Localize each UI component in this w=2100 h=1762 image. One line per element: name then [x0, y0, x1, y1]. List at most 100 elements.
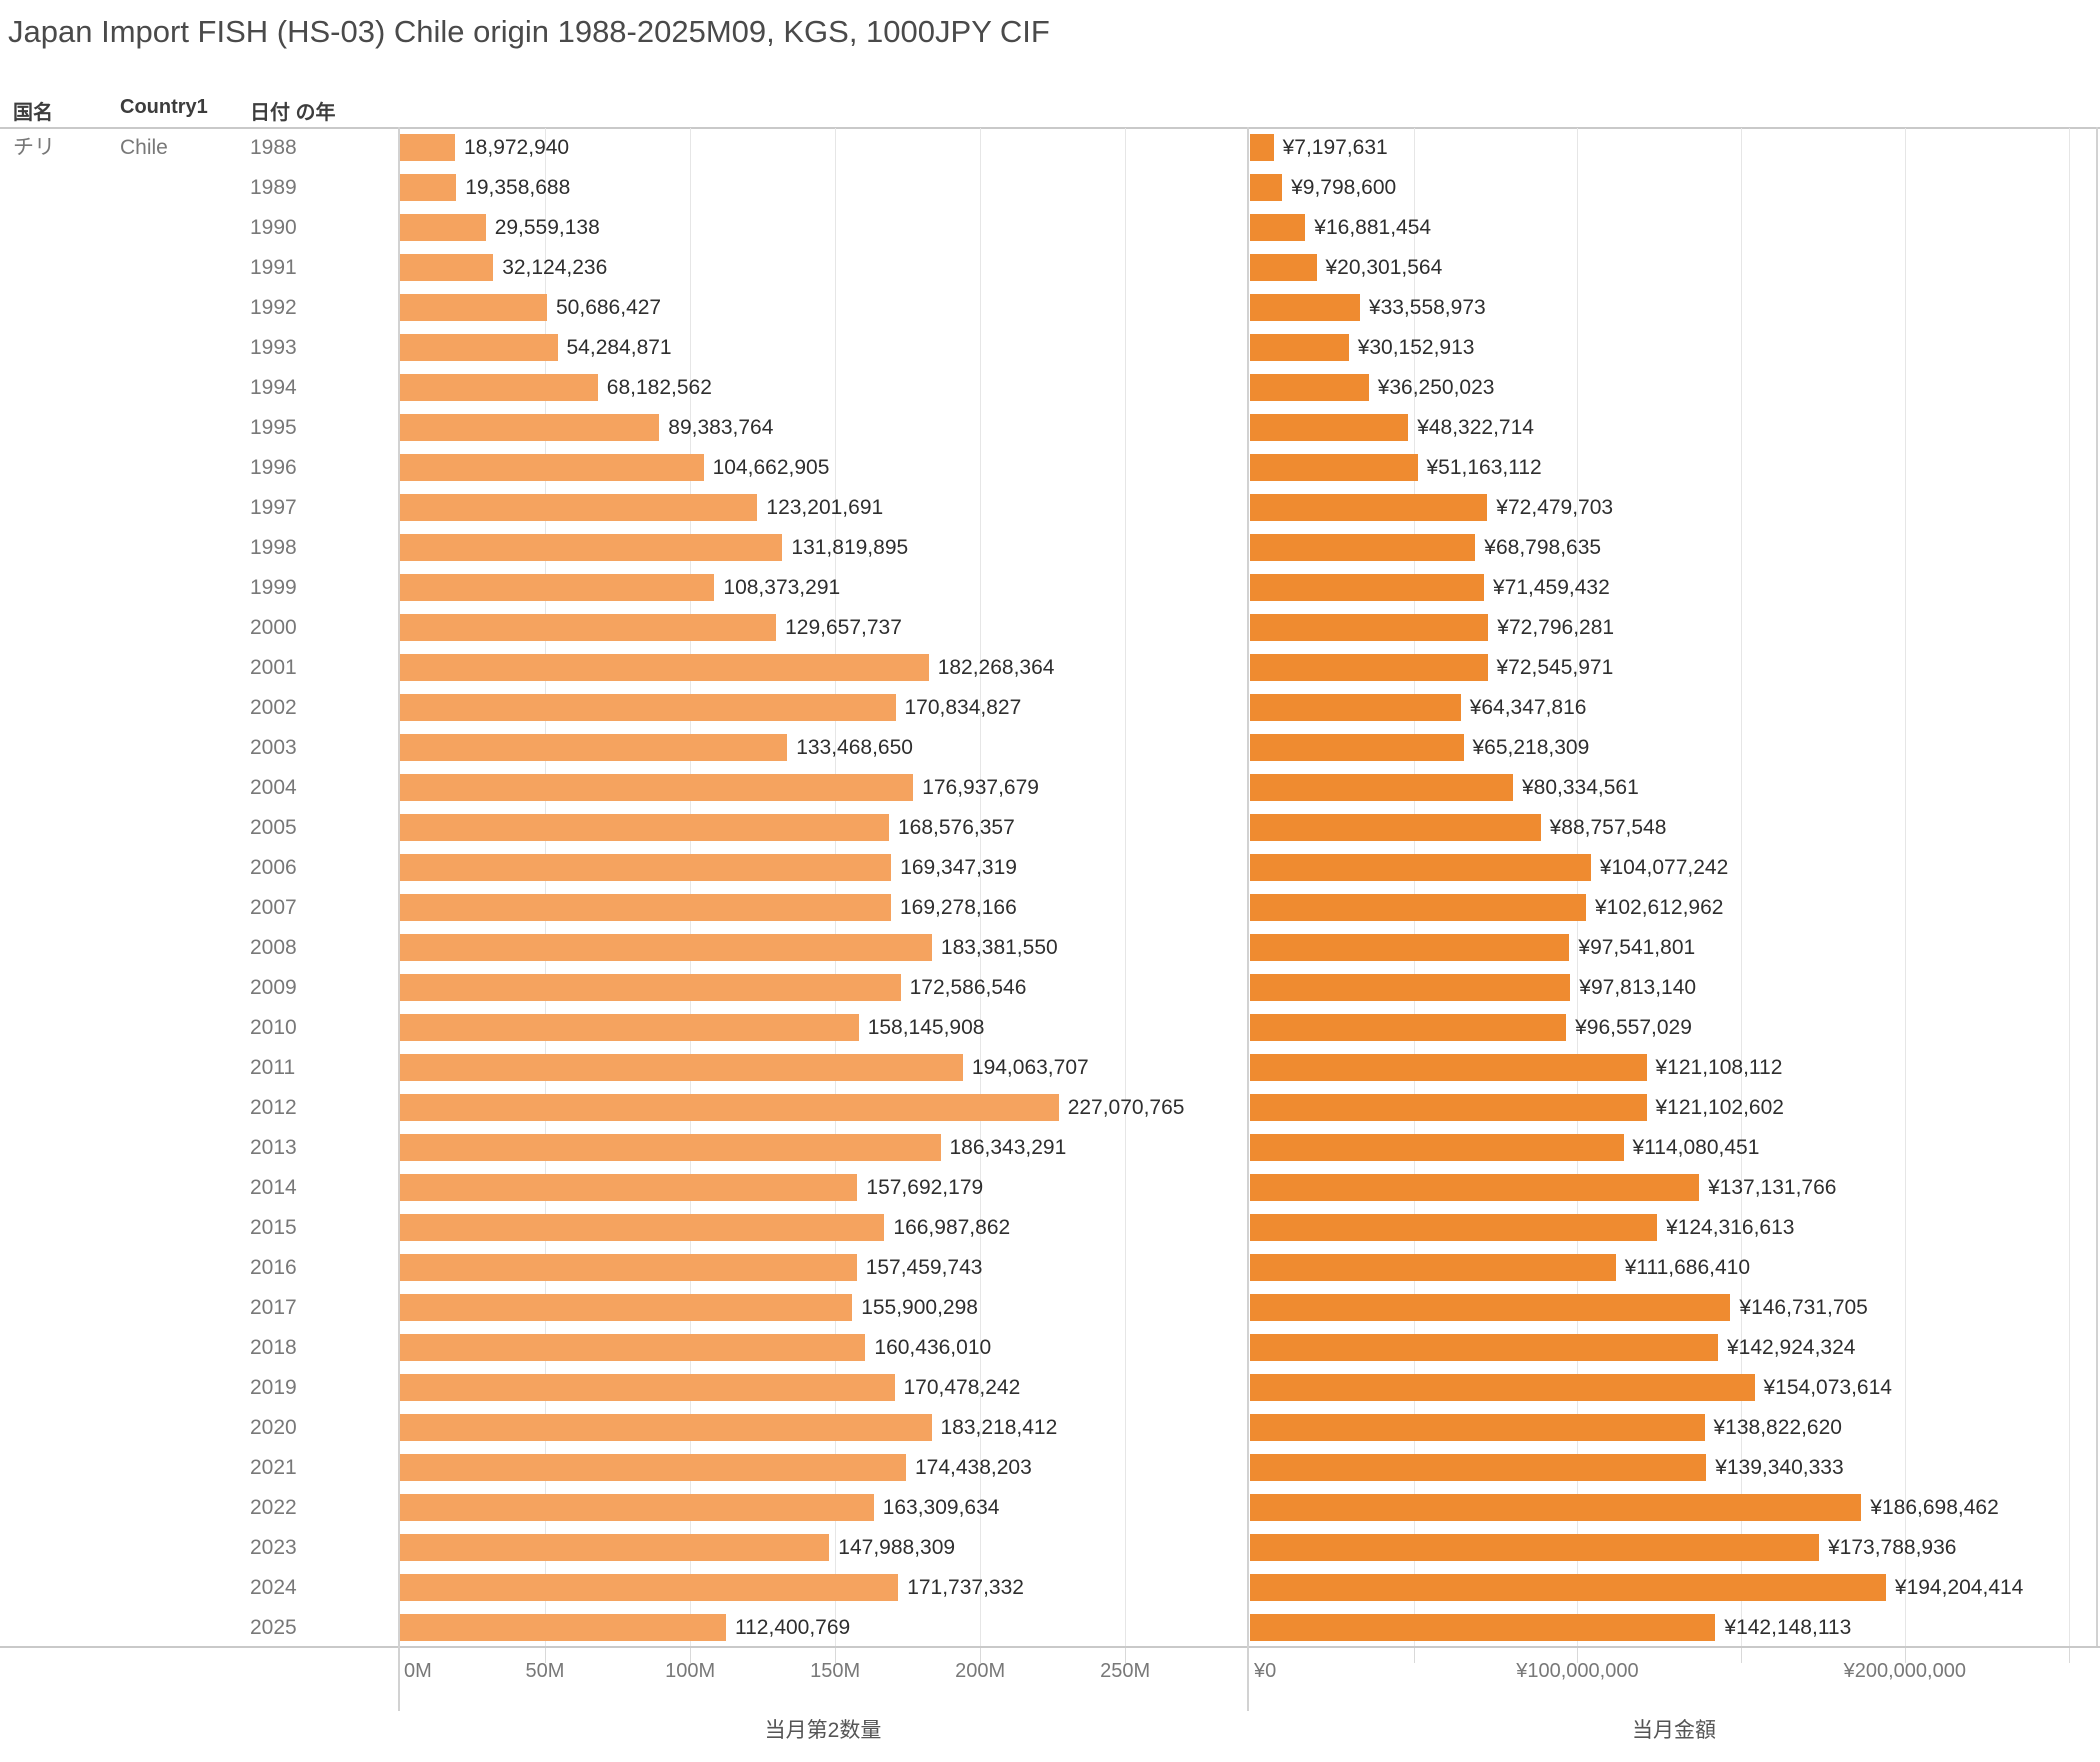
- qty-bar[interactable]: [400, 1414, 932, 1441]
- amount-bar[interactable]: [1250, 1254, 1616, 1281]
- qty-bar[interactable]: [400, 1174, 858, 1201]
- qty-bar[interactable]: [400, 1294, 853, 1321]
- qty-bar[interactable]: [400, 1454, 906, 1481]
- qty-bar[interactable]: [400, 814, 889, 841]
- table-row: 1992 50,686,427 ¥33,558,973: [0, 288, 2100, 328]
- amount-bar[interactable]: [1250, 1174, 1699, 1201]
- qty-bar[interactable]: [400, 534, 783, 561]
- qty-bar[interactable]: [400, 334, 558, 361]
- amount-bar[interactable]: [1250, 1614, 1716, 1641]
- table-row: 2018 160,436,010 ¥142,924,324: [0, 1328, 2100, 1368]
- amount-bar[interactable]: [1250, 134, 1274, 161]
- amount-bar[interactable]: [1250, 174, 1283, 201]
- amount-bar[interactable]: [1250, 1454, 1707, 1481]
- qty-bar[interactable]: [400, 374, 598, 401]
- amount-bar[interactable]: [1250, 894, 1586, 921]
- amount-bar[interactable]: [1250, 334, 1349, 361]
- qty-bar[interactable]: [400, 1094, 1059, 1121]
- amount-bar[interactable]: [1250, 774, 1513, 801]
- amount-bar[interactable]: [1250, 1534, 1819, 1561]
- charts-separator: [1247, 127, 1249, 1711]
- qty-bar[interactable]: [400, 934, 932, 961]
- year-label: 2023: [250, 1536, 297, 1559]
- qty-bar[interactable]: [400, 454, 704, 481]
- year-label: 2002: [250, 696, 297, 719]
- amount-bar[interactable]: [1250, 614, 1489, 641]
- qty-bar[interactable]: [400, 894, 891, 921]
- qty-value-label: 32,124,236: [502, 256, 608, 279]
- qty-bar[interactable]: [400, 734, 788, 761]
- amount-bar[interactable]: [1250, 1574, 1886, 1601]
- qty-bar[interactable]: [400, 294, 547, 321]
- table-row: 2016 157,459,743 ¥111,686,410: [0, 1248, 2100, 1288]
- qty-bar[interactable]: [400, 694, 896, 721]
- amount-bar[interactable]: [1250, 1294, 1731, 1321]
- amount-bar[interactable]: [1250, 574, 1484, 601]
- amount-bar[interactable]: [1250, 1414, 1705, 1441]
- amount-bar[interactable]: [1250, 1094, 1647, 1121]
- qty-value-label: 166,987,862: [893, 1216, 1011, 1239]
- amount-bar[interactable]: [1250, 854, 1591, 881]
- amount-bar[interactable]: [1250, 254, 1317, 281]
- amount-bar[interactable]: [1250, 1054, 1647, 1081]
- qty-bar[interactable]: [400, 974, 901, 1001]
- qty-bar[interactable]: [400, 1014, 859, 1041]
- year-label: 2005: [250, 816, 297, 839]
- amount-bar[interactable]: [1250, 414, 1409, 441]
- amount-bar[interactable]: [1250, 374, 1369, 401]
- qty-axis-tick-label: 150M: [810, 1660, 861, 1682]
- qty-bar[interactable]: [400, 1494, 874, 1521]
- qty-bar[interactable]: [400, 614, 777, 641]
- amount-bar[interactable]: [1250, 294, 1360, 321]
- amount-bar[interactable]: [1250, 534, 1476, 561]
- qty-value-label: 112,400,769: [735, 1616, 851, 1639]
- qty-bar[interactable]: [400, 134, 455, 161]
- amount-bar[interactable]: [1250, 814, 1541, 841]
- qty-axis-tick: [690, 1648, 692, 1663]
- table-row: 1990 29,559,138 ¥16,881,454: [0, 208, 2100, 248]
- qty-bar[interactable]: [400, 254, 494, 281]
- amount-bar[interactable]: [1250, 654, 1488, 681]
- year-label: 1992: [250, 296, 297, 319]
- qty-bar[interactable]: [400, 1214, 885, 1241]
- qty-bar[interactable]: [400, 1534, 830, 1561]
- table-row: 2021 174,438,203 ¥139,340,333: [0, 1448, 2100, 1488]
- amount-bar[interactable]: [1250, 934, 1570, 961]
- amount-bar[interactable]: [1250, 494, 1488, 521]
- amount-bar[interactable]: [1250, 1134, 1624, 1161]
- qty-bar[interactable]: [400, 1334, 866, 1361]
- qty-bar[interactable]: [400, 1134, 941, 1161]
- table-row: 2010 158,145,908 ¥96,557,029: [0, 1008, 2100, 1048]
- qty-bar[interactable]: [400, 574, 715, 601]
- amount-axis-tick: [1577, 1648, 1579, 1663]
- qty-bar[interactable]: [400, 1574, 899, 1601]
- year-label: 1996: [250, 456, 297, 479]
- qty-bar[interactable]: [400, 1374, 895, 1401]
- amount-bar[interactable]: [1250, 974, 1571, 1001]
- amount-value-label: ¥139,340,333: [1715, 1456, 1844, 1479]
- amount-bar[interactable]: [1250, 1214, 1657, 1241]
- amount-bar[interactable]: [1250, 1374, 1755, 1401]
- qty-bar[interactable]: [400, 1054, 963, 1081]
- amount-bar[interactable]: [1250, 214, 1306, 241]
- qty-bar[interactable]: [400, 1254, 857, 1281]
- qty-bar[interactable]: [400, 494, 758, 521]
- table-row: 2023 147,988,309 ¥173,788,936: [0, 1528, 2100, 1568]
- qty-bar[interactable]: [400, 854, 892, 881]
- table-row: 2007 169,278,166 ¥102,612,962: [0, 888, 2100, 928]
- qty-bar[interactable]: [400, 774, 914, 801]
- qty-chart-gridline: [980, 128, 982, 1646]
- amount-bar[interactable]: [1250, 1494, 1862, 1521]
- amount-bar[interactable]: [1250, 734, 1464, 761]
- qty-bar[interactable]: [400, 654, 929, 681]
- qty-bar[interactable]: [400, 174, 457, 201]
- qty-value-label: 108,373,291: [723, 576, 841, 599]
- amount-bar[interactable]: [1250, 1014, 1567, 1041]
- amount-bar[interactable]: [1250, 1334, 1718, 1361]
- qty-bar[interactable]: [400, 1614, 726, 1641]
- amount-bar[interactable]: [1250, 454, 1418, 481]
- year-label: 2020: [250, 1416, 297, 1439]
- qty-bar[interactable]: [400, 214, 486, 241]
- amount-bar[interactable]: [1250, 694, 1461, 721]
- qty-bar[interactable]: [400, 414, 660, 441]
